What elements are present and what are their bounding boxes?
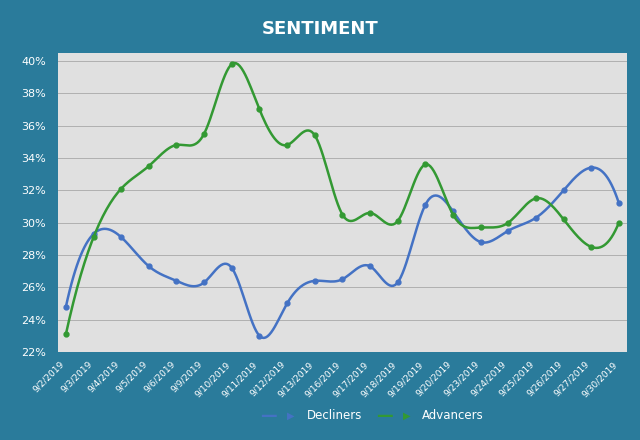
Text: Advancers: Advancers xyxy=(422,409,484,422)
Text: ▶: ▶ xyxy=(287,411,295,421)
Text: ▶: ▶ xyxy=(403,411,410,421)
Text: —: — xyxy=(376,407,392,425)
Text: SENTIMENT: SENTIMENT xyxy=(262,20,378,37)
Text: Decliners: Decliners xyxy=(307,409,363,422)
Text: —: — xyxy=(260,407,277,425)
